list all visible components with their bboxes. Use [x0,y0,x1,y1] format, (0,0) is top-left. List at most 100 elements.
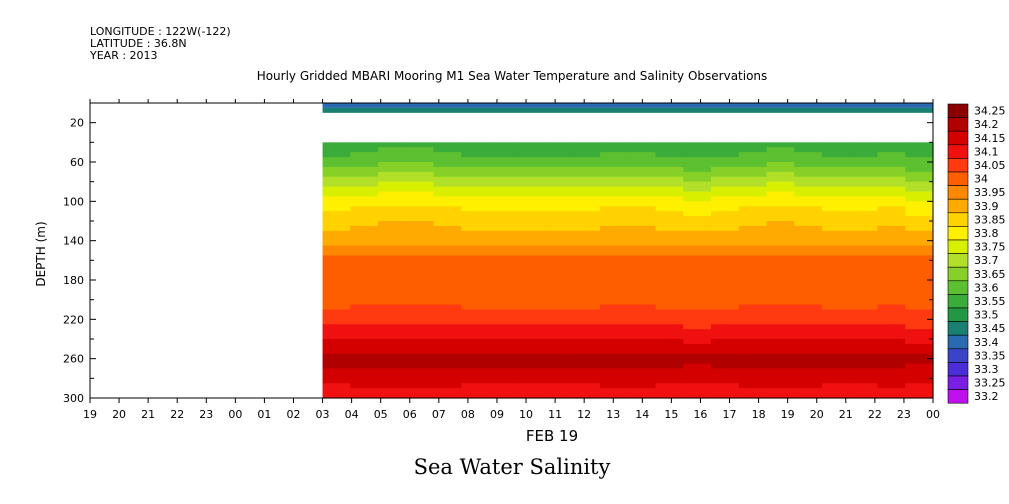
heatmap-cell [350,142,379,148]
heatmap-cell [378,176,407,183]
heatmap-cell [572,162,601,168]
heatmap-cell [738,240,768,247]
heatmap-cell [711,147,740,153]
heatmap-cell [655,186,684,193]
heatmap-cell [572,225,601,232]
heatmap-cell [683,329,712,335]
heatmap-cell [600,196,629,202]
heatmap-cell [794,201,823,207]
heatmap-cell [544,166,573,173]
heatmap-cell [877,176,906,183]
heatmap-cell [627,275,657,281]
colorbar-label: 33.65 [974,268,1006,281]
heatmap-cell [627,142,657,148]
heatmap-cell [822,211,851,217]
heatmap-cell [350,324,379,330]
heatmap-cell [544,142,573,148]
heatmap-cell [461,388,490,394]
heatmap-cell [433,166,462,173]
heatmap-cell [766,309,795,316]
heatmap-cell [572,334,601,340]
heatmap-cell [461,378,490,384]
heatmap-cell [849,181,879,188]
heatmap-cell [489,343,518,350]
heatmap-cell [433,373,462,379]
x-tick-label: 21 [141,408,155,421]
heatmap-cell [877,378,906,384]
heatmap-cell [877,211,906,217]
heatmap-cell [322,211,351,217]
heatmap-cells [322,103,934,399]
heatmap-cell [572,294,601,301]
heatmap-cell [489,319,518,325]
heatmap-cell [516,329,546,335]
colorbar-swatch [947,375,969,390]
heatmap-cell [572,368,601,375]
heatmap-cell [350,289,379,296]
heatmap-cell [600,339,629,345]
heatmap-cell [322,324,351,330]
heatmap-cell [877,299,906,306]
colorbar-swatch [947,198,969,214]
heatmap-cell [405,284,435,291]
heatmap-cell [905,314,934,320]
heatmap-cell [822,176,851,183]
heatmap-cell [849,171,879,178]
heatmap-cell [600,230,629,237]
heatmap-cell [433,314,462,320]
heatmap-cell [600,358,629,365]
heatmap-cell [405,388,435,394]
heatmap-cell [378,393,407,399]
heatmap-cell [489,324,518,330]
heatmap-cell [544,378,573,384]
heatmap-cell [516,181,546,188]
heatmap-cell [350,157,379,163]
heatmap-cell [433,319,462,325]
heatmap-cell [877,245,906,252]
heatmap-cell [461,221,490,227]
heatmap-cell [461,225,490,232]
heatmap-cell [544,196,573,202]
heatmap-cell [600,334,629,340]
heatmap-cell [766,171,795,178]
heatmap-cell [794,388,823,394]
heatmap-cell [405,225,435,232]
heatmap-cell [905,339,934,345]
chart-title: Hourly Gridded MBARI Mooring M1 Sea Wate… [257,69,768,83]
heatmap-cell [516,343,546,350]
heatmap-cell [489,383,518,389]
heatmap-cell [433,157,462,163]
heatmap-cell [766,393,795,399]
heatmap-cell [849,329,879,335]
heatmap-cell [877,393,906,399]
colorbar-swatch [947,362,969,377]
heatmap-cell [572,181,601,188]
heatmap-cell [766,181,795,188]
heatmap-cell [405,373,435,379]
heatmap-cell [905,196,934,202]
heatmap-cell [433,186,462,193]
heatmap-cell [627,304,657,311]
heatmap-cell [655,309,684,316]
colorbar-label: 34.25 [974,105,1006,118]
heatmap-cell [794,334,823,340]
x-tick-label: 05 [374,408,388,421]
heatmap-cell [822,181,851,188]
colorbar-swatch [947,321,969,336]
heatmap-cell [544,289,573,296]
heatmap-cell [461,393,490,399]
heatmap-cell [794,176,823,183]
heatmap-cell [655,334,684,340]
heatmap-cell [655,201,684,207]
heatmap-cell [627,378,657,384]
heatmap-cell [849,378,879,384]
heatmap-cell [822,142,851,148]
heatmap-cell [766,157,795,163]
heatmap-cell [794,309,823,316]
heatmap-cell [849,265,879,271]
heatmap-cell [683,388,712,394]
heatmap-cell [794,147,823,153]
heatmap-cell [822,294,851,301]
heatmap-cell [600,142,629,148]
